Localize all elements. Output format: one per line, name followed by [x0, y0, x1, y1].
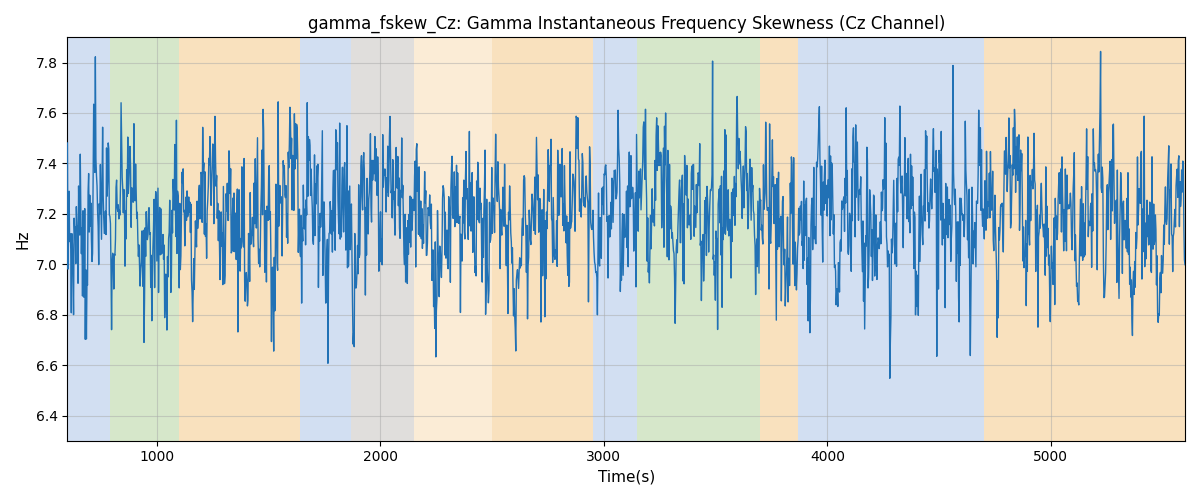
Bar — [352, 38, 492, 440]
Bar — [984, 38, 1186, 440]
Bar — [761, 38, 798, 440]
Bar — [67, 38, 110, 440]
Y-axis label: Hz: Hz — [16, 230, 30, 249]
Bar — [352, 38, 414, 440]
Bar — [110, 38, 179, 440]
Bar — [798, 38, 984, 440]
X-axis label: Time(s): Time(s) — [598, 470, 655, 485]
Bar — [300, 38, 352, 440]
Title: gamma_fskew_Cz: Gamma Instantaneous Frequency Skewness (Cz Channel): gamma_fskew_Cz: Gamma Instantaneous Freq… — [307, 15, 944, 34]
Bar — [593, 38, 637, 440]
Bar — [492, 38, 593, 440]
Bar — [637, 38, 761, 440]
Bar — [179, 38, 300, 440]
